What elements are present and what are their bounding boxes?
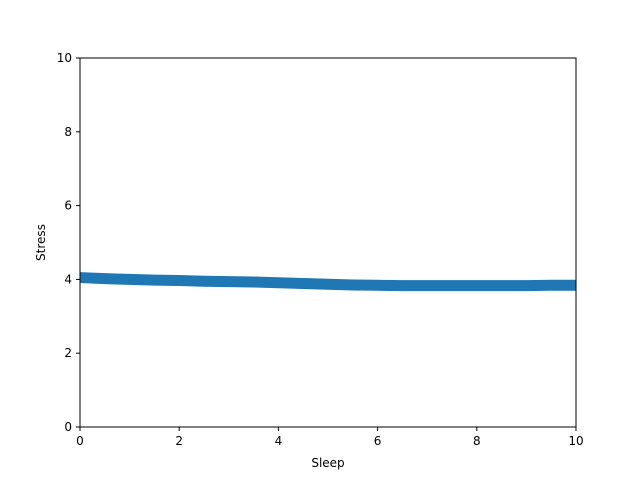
x-axis-label: Sleep (311, 456, 344, 470)
x-tick-label: 4 (275, 434, 283, 448)
series-layer (79, 272, 576, 292)
x-tick-label: 10 (568, 434, 583, 448)
y-tick-label: 6 (64, 199, 72, 213)
y-tick-label: 8 (64, 125, 72, 139)
y-tick-label: 2 (64, 346, 72, 360)
plot-area-frame (79, 57, 577, 428)
x-tick-label: 8 (473, 434, 481, 448)
y-axis-ticks: 0 2 4 6 8 10 (57, 51, 80, 434)
x-tick-label: 6 (374, 434, 382, 448)
series-line-0 (79, 272, 576, 292)
x-tick-label: 2 (175, 434, 183, 448)
y-tick-label: 0 (64, 420, 72, 434)
x-tick-label: 0 (76, 434, 84, 448)
x-axis-ticks: 0 2 4 6 8 10 (76, 427, 584, 448)
y-tick-label: 4 (64, 272, 72, 286)
y-tick-label: 10 (57, 51, 72, 65)
y-axis-label: Stress (34, 224, 48, 261)
